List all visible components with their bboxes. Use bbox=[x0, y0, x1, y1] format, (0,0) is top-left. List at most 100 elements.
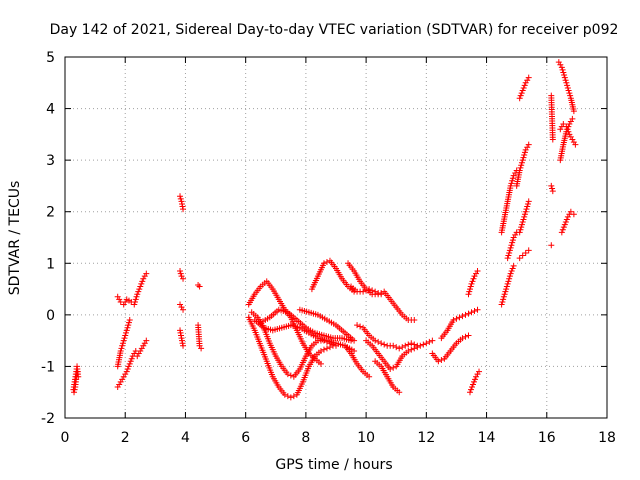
data-point bbox=[517, 164, 524, 171]
data-point bbox=[525, 198, 532, 205]
data-point bbox=[563, 79, 570, 86]
x-tick-label: 18 bbox=[598, 430, 616, 446]
data-point bbox=[503, 286, 510, 293]
data-point bbox=[133, 293, 140, 300]
data-point bbox=[501, 291, 508, 298]
data-point bbox=[74, 368, 81, 375]
data-point bbox=[196, 283, 203, 290]
data-point bbox=[508, 180, 515, 187]
data-point bbox=[516, 229, 523, 236]
data-point bbox=[566, 90, 573, 97]
data-point bbox=[390, 342, 397, 349]
data-point bbox=[369, 287, 376, 294]
data-point bbox=[180, 206, 187, 213]
y-tick-label: -2 bbox=[41, 411, 55, 427]
data-point bbox=[124, 324, 131, 331]
data-point bbox=[570, 211, 577, 218]
x-tick-label: 14 bbox=[478, 430, 496, 446]
data-point bbox=[287, 394, 294, 401]
data-point bbox=[138, 280, 145, 287]
data-point bbox=[435, 358, 442, 365]
data-point bbox=[519, 157, 526, 164]
data-point bbox=[467, 283, 474, 290]
data-point bbox=[195, 281, 202, 288]
data-point bbox=[506, 273, 513, 280]
data-point bbox=[506, 249, 513, 256]
data-point bbox=[525, 247, 532, 254]
data-point bbox=[521, 211, 528, 218]
y-tick-label: 5 bbox=[46, 50, 55, 66]
plot-frame bbox=[64, 56, 608, 419]
data-point bbox=[284, 393, 291, 400]
data-point bbox=[179, 200, 186, 207]
data-point bbox=[520, 216, 527, 223]
data-point bbox=[471, 307, 478, 314]
data-point bbox=[470, 275, 477, 282]
y-tick-label: 4 bbox=[46, 102, 55, 118]
data-point bbox=[128, 355, 135, 362]
data-point bbox=[549, 188, 556, 195]
data-point bbox=[136, 286, 143, 293]
data-point bbox=[372, 337, 379, 344]
data-point bbox=[560, 69, 567, 76]
data-point bbox=[459, 335, 466, 342]
data-point bbox=[284, 371, 291, 378]
data-point bbox=[323, 345, 330, 352]
x-tick-label: 16 bbox=[538, 430, 556, 446]
data-point bbox=[572, 141, 579, 148]
x-tick-label: 8 bbox=[301, 430, 310, 446]
data-point bbox=[548, 182, 555, 189]
data-point bbox=[387, 366, 394, 373]
data-point bbox=[125, 322, 132, 329]
data-point bbox=[525, 141, 532, 148]
data-point bbox=[132, 296, 139, 303]
grid-lines bbox=[65, 57, 607, 418]
data-point bbox=[502, 288, 509, 295]
data-point bbox=[518, 162, 525, 169]
data-point bbox=[378, 291, 385, 298]
data-point bbox=[524, 203, 531, 210]
data-point bbox=[468, 309, 475, 316]
data-point bbox=[453, 315, 460, 322]
y-axis-ticks: -2 -1 0 1 2 3 4 5 bbox=[41, 50, 607, 427]
y-tick-label: 1 bbox=[46, 256, 55, 272]
data-point bbox=[134, 291, 141, 298]
data-point bbox=[320, 260, 327, 267]
data-point bbox=[180, 306, 187, 313]
data-point bbox=[74, 371, 81, 378]
data-point bbox=[399, 344, 406, 351]
data-point bbox=[509, 177, 516, 184]
data-point bbox=[565, 128, 572, 135]
data-point bbox=[567, 92, 574, 99]
data-point bbox=[465, 332, 472, 339]
data-point bbox=[564, 82, 571, 89]
data-point bbox=[281, 391, 288, 398]
data-point bbox=[506, 247, 513, 254]
data-point bbox=[121, 335, 128, 342]
data-point bbox=[408, 346, 415, 353]
data-point bbox=[178, 332, 185, 339]
x-axis-title: GPS time / hours bbox=[275, 457, 392, 473]
data-point bbox=[143, 270, 150, 277]
data-point bbox=[417, 342, 424, 349]
data-point bbox=[562, 77, 569, 84]
data-point bbox=[381, 341, 388, 348]
data-point bbox=[320, 346, 327, 353]
data-point bbox=[558, 229, 565, 236]
data-point bbox=[450, 317, 457, 324]
data-point bbox=[563, 123, 570, 130]
data-point bbox=[516, 167, 523, 174]
data-point bbox=[177, 270, 184, 277]
data-point bbox=[518, 90, 525, 97]
data-point bbox=[122, 329, 129, 336]
data-point bbox=[465, 291, 472, 298]
data-point bbox=[570, 108, 577, 115]
data-point bbox=[390, 364, 397, 371]
data-point bbox=[517, 226, 524, 233]
data-point bbox=[287, 372, 294, 379]
data-point bbox=[518, 159, 525, 166]
x-axis-ticks: 0 2 4 6 8 10 12 14 16 18 bbox=[61, 57, 616, 446]
data-point bbox=[71, 386, 78, 393]
data-point bbox=[323, 258, 330, 265]
x-tick-label: 10 bbox=[357, 430, 375, 446]
